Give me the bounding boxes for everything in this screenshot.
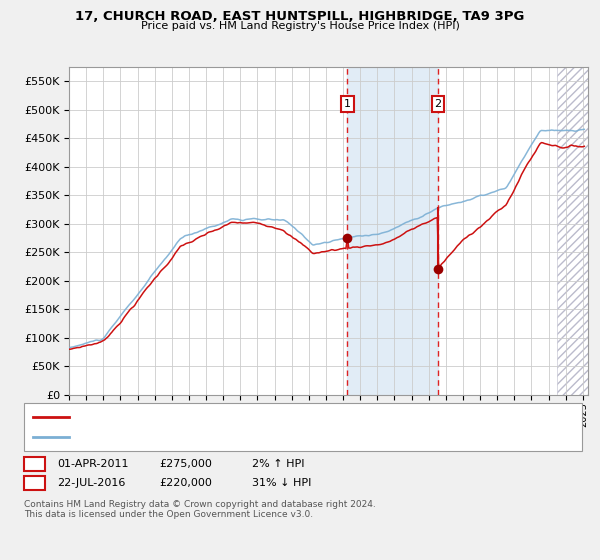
Text: Price paid vs. HM Land Registry's House Price Index (HPI): Price paid vs. HM Land Registry's House … bbox=[140, 21, 460, 31]
Text: 17, CHURCH ROAD, EAST HUNTSPILL, HIGHBRIDGE, TA9 3PG: 17, CHURCH ROAD, EAST HUNTSPILL, HIGHBRI… bbox=[76, 10, 524, 23]
Text: £275,000: £275,000 bbox=[159, 459, 212, 469]
Text: 2: 2 bbox=[434, 99, 442, 109]
Text: 01-APR-2011: 01-APR-2011 bbox=[57, 459, 128, 469]
Text: HPI: Average price, detached house, Somerset: HPI: Average price, detached house, Some… bbox=[75, 432, 318, 442]
Text: 31% ↓ HPI: 31% ↓ HPI bbox=[252, 478, 311, 488]
Text: 17, CHURCH ROAD, EAST HUNTSPILL, HIGHBRIDGE, TA9 3PG (detached house): 17, CHURCH ROAD, EAST HUNTSPILL, HIGHBRI… bbox=[75, 412, 484, 422]
Bar bbox=[347, 67, 438, 395]
Text: This data is licensed under the Open Government Licence v3.0.: This data is licensed under the Open Gov… bbox=[24, 510, 313, 519]
Text: 22-JUL-2016: 22-JUL-2016 bbox=[57, 478, 125, 488]
Text: 2% ↑ HPI: 2% ↑ HPI bbox=[252, 459, 305, 469]
Text: Contains HM Land Registry data © Crown copyright and database right 2024.: Contains HM Land Registry data © Crown c… bbox=[24, 500, 376, 508]
Bar bbox=[557, 67, 588, 395]
Text: 1: 1 bbox=[31, 459, 38, 469]
Text: £220,000: £220,000 bbox=[159, 478, 212, 488]
Text: 1: 1 bbox=[344, 99, 351, 109]
Text: 2: 2 bbox=[31, 478, 38, 488]
